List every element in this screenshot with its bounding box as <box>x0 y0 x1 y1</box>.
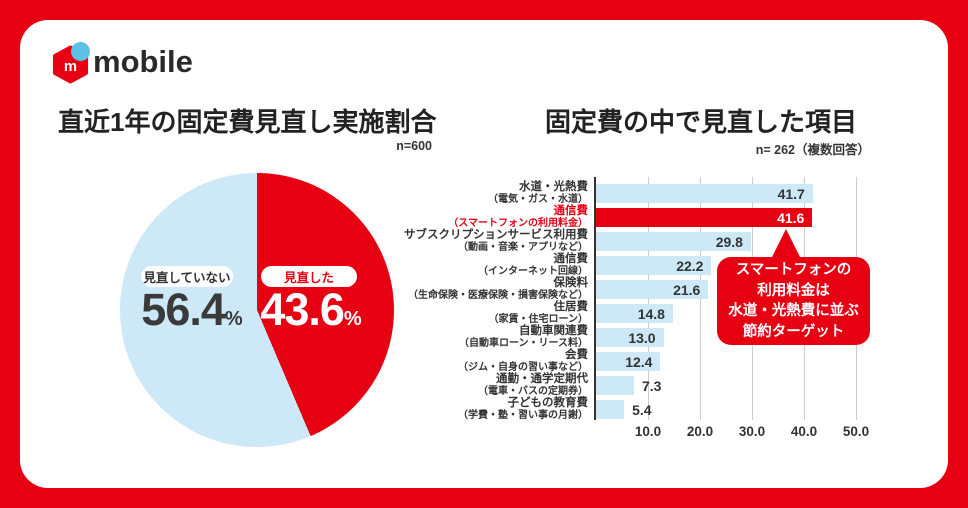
bar-category-label: 通勤・通学定期代 （電車・バスの定期券） <box>478 373 588 397</box>
bar-row <box>596 352 661 371</box>
bar-row <box>596 328 664 347</box>
bar-chart-title: 固定費の中で見直した項目 <box>545 107 858 137</box>
category-main: 保険料 <box>553 277 589 289</box>
x-tick-40: 40.0 <box>790 424 818 439</box>
callout-text-line: 利用料金は <box>757 282 830 299</box>
x-tick-50: 50.0 <box>842 424 870 439</box>
pie-chart-title: 直近1年の固定費見直し実施割合 <box>58 107 437 137</box>
bar-category-label: 自動車関連費 （自動車ローン・リース料） <box>459 325 588 349</box>
bar-value-label: 13.0 <box>628 330 656 346</box>
category-sub: （自動車ローン・リース料） <box>459 337 588 349</box>
bar-value-label: 22.2 <box>676 258 704 274</box>
bar-row <box>596 256 712 275</box>
x-tick-30: 30.0 <box>738 424 766 439</box>
logo-m-letter: m <box>64 59 77 75</box>
bar-value-label: 12.4 <box>625 354 653 370</box>
pie-value-not-reviewed-number: 56.4 <box>141 284 226 335</box>
category-main: 住居費 <box>553 301 589 313</box>
pie-value-reviewed-unit: % <box>343 308 362 330</box>
bar-value-label: 41.6 <box>777 210 805 226</box>
bar-value-label: 5.4 <box>632 402 652 418</box>
callout-arrow-icon <box>771 229 801 259</box>
category-sub: （家賃・住宅ローン） <box>488 313 589 325</box>
bar-category-label: 保険料 （生命保険・医療保険・損害保険など） <box>408 277 589 301</box>
bar-value-label: 14.8 <box>637 306 665 322</box>
bar-category-label: サブスクリプションサービス利用費 （動画・音楽・アプリなど） <box>404 229 588 253</box>
category-sub: （スマートフォンの利用料金） <box>448 217 588 229</box>
category-main: 自動車関連費 <box>519 325 588 337</box>
bar-row <box>596 304 673 323</box>
bar-row <box>596 400 625 419</box>
pie-value-reviewed-number: 43.6 <box>260 284 345 335</box>
category-sub: （動画・音楽・アプリなど） <box>458 241 588 253</box>
callout-bubble: スマートフォンの 利用料金は水道・光熱費に並ぶ 節約ターゲット <box>717 257 870 345</box>
pie-sample-size: n=600 <box>396 139 432 153</box>
bar-category-label: 子どもの教育費 （学費・塾・習い事の月謝） <box>458 397 589 421</box>
x-tick-20: 20.0 <box>686 424 714 439</box>
pie-value-reviewed: 43.6% <box>251 284 371 336</box>
bar-category-label: 通信費 （スマートフォンの利用料金） <box>448 205 589 229</box>
bar-value-label: 29.8 <box>715 234 743 250</box>
bar-row <box>596 208 813 227</box>
pie-label-not-reviewed: 見直していない <box>141 266 233 287</box>
pie-label-reviewed: 見直した <box>261 266 357 287</box>
bar-row <box>596 184 813 203</box>
brand-wordmark: mobile <box>93 44 193 79</box>
bar-category-label: 水道・光熱費 （電気・ガス・水道） <box>488 181 588 205</box>
category-main: 子どもの教育費 <box>507 397 589 409</box>
category-main: 通信費 <box>553 253 589 265</box>
x-tick-10: 10.0 <box>634 424 662 439</box>
bar-row <box>596 376 634 395</box>
logo-blue-dot-icon <box>71 42 90 61</box>
callout-text-line: スマートフォンの <box>735 262 852 278</box>
pie-chart <box>120 173 394 447</box>
category-sub: （学費・塾・習い事の月謝） <box>458 409 588 421</box>
callout-text-line: 水道・光熱費に並ぶ <box>728 303 859 319</box>
pie-label-not-reviewed-text: 見直していない <box>143 271 231 285</box>
category-main: 通信費 <box>553 205 589 217</box>
bar-value-label: 21.6 <box>673 282 701 298</box>
bar-category-label: 住居費 （家賃・住宅ローン） <box>488 301 589 325</box>
bar-sample-size: n= 262（複数回答） <box>755 143 870 157</box>
category-sub: （ジム・自身の習い事など） <box>458 361 588 373</box>
category-main: サブスクリプションサービス利用費 <box>404 229 588 241</box>
category-sub: （電車・バスの定期券） <box>478 385 588 397</box>
category-sub: （インターネット回線） <box>478 265 588 277</box>
y-axis-line <box>594 177 596 420</box>
pie-label-reviewed-text: 見直した <box>283 271 334 285</box>
pie-value-not-reviewed-unit: % <box>224 308 243 330</box>
bar-value-label: 41.7 <box>777 186 805 202</box>
bar-category-label: 通信費 （インターネット回線） <box>478 253 589 277</box>
category-main: 会費 <box>565 349 588 361</box>
pie-value-not-reviewed: 56.4% <box>132 284 252 336</box>
bar-row <box>596 232 751 251</box>
category-sub: （電気・ガス・水道） <box>488 193 588 205</box>
category-sub: （生命保険・医療保険・損害保険など） <box>408 289 588 301</box>
bar-value-label: 7.3 <box>641 378 662 394</box>
bar-row <box>596 280 709 299</box>
category-main: 水道・光熱費 <box>519 181 588 193</box>
category-main: 通勤・通学定期代 <box>496 373 588 385</box>
callout-text-line: 節約ターゲット <box>742 323 845 340</box>
bar-category-label: 会費 （ジム・自身の習い事など） <box>458 349 588 373</box>
